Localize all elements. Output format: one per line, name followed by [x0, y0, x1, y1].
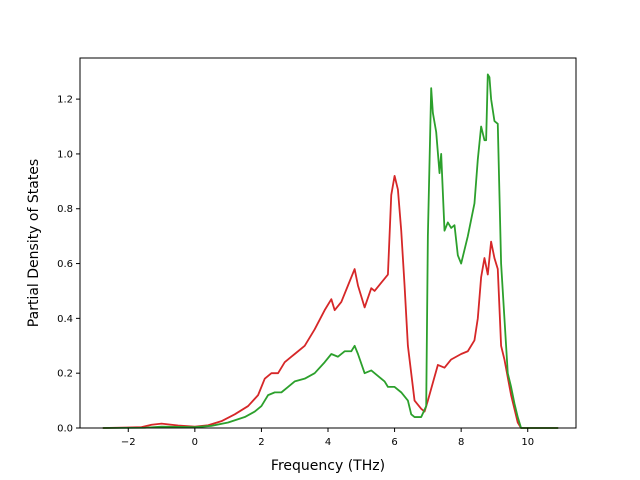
y-axis: 0.0 0.2 0.4 0.6 0.8 1.0 1.2 — [57, 95, 80, 435]
y-tick-label: 1.2 — [57, 95, 73, 106]
series-layer — [102, 73, 559, 429]
x-tick-label: 2 — [258, 437, 264, 448]
y-tick-label: 0.6 — [57, 259, 73, 270]
x-tick-label: −2 — [121, 437, 136, 448]
x-tick-label: 4 — [325, 437, 331, 448]
series-line-1 — [102, 73, 559, 429]
x-axis-label: Frequency (THz) — [271, 458, 385, 474]
x-tick-label: 10 — [521, 437, 534, 448]
x-tick-label: 8 — [458, 437, 464, 448]
x-tick-label: 0 — [192, 437, 198, 448]
y-tick-label: 0.0 — [57, 424, 73, 435]
x-tick-label: 6 — [391, 437, 397, 448]
y-tick-label: 0.4 — [57, 314, 73, 325]
y-tick-label: 0.8 — [57, 204, 73, 215]
x-axis: −2 0 2 4 6 8 10 — [121, 428, 534, 448]
series-line-0 — [102, 174, 559, 429]
y-axis-label: Partial Density of States — [26, 159, 42, 327]
y-tick-label: 1.0 — [57, 149, 73, 160]
y-tick-label: 0.2 — [57, 369, 73, 380]
